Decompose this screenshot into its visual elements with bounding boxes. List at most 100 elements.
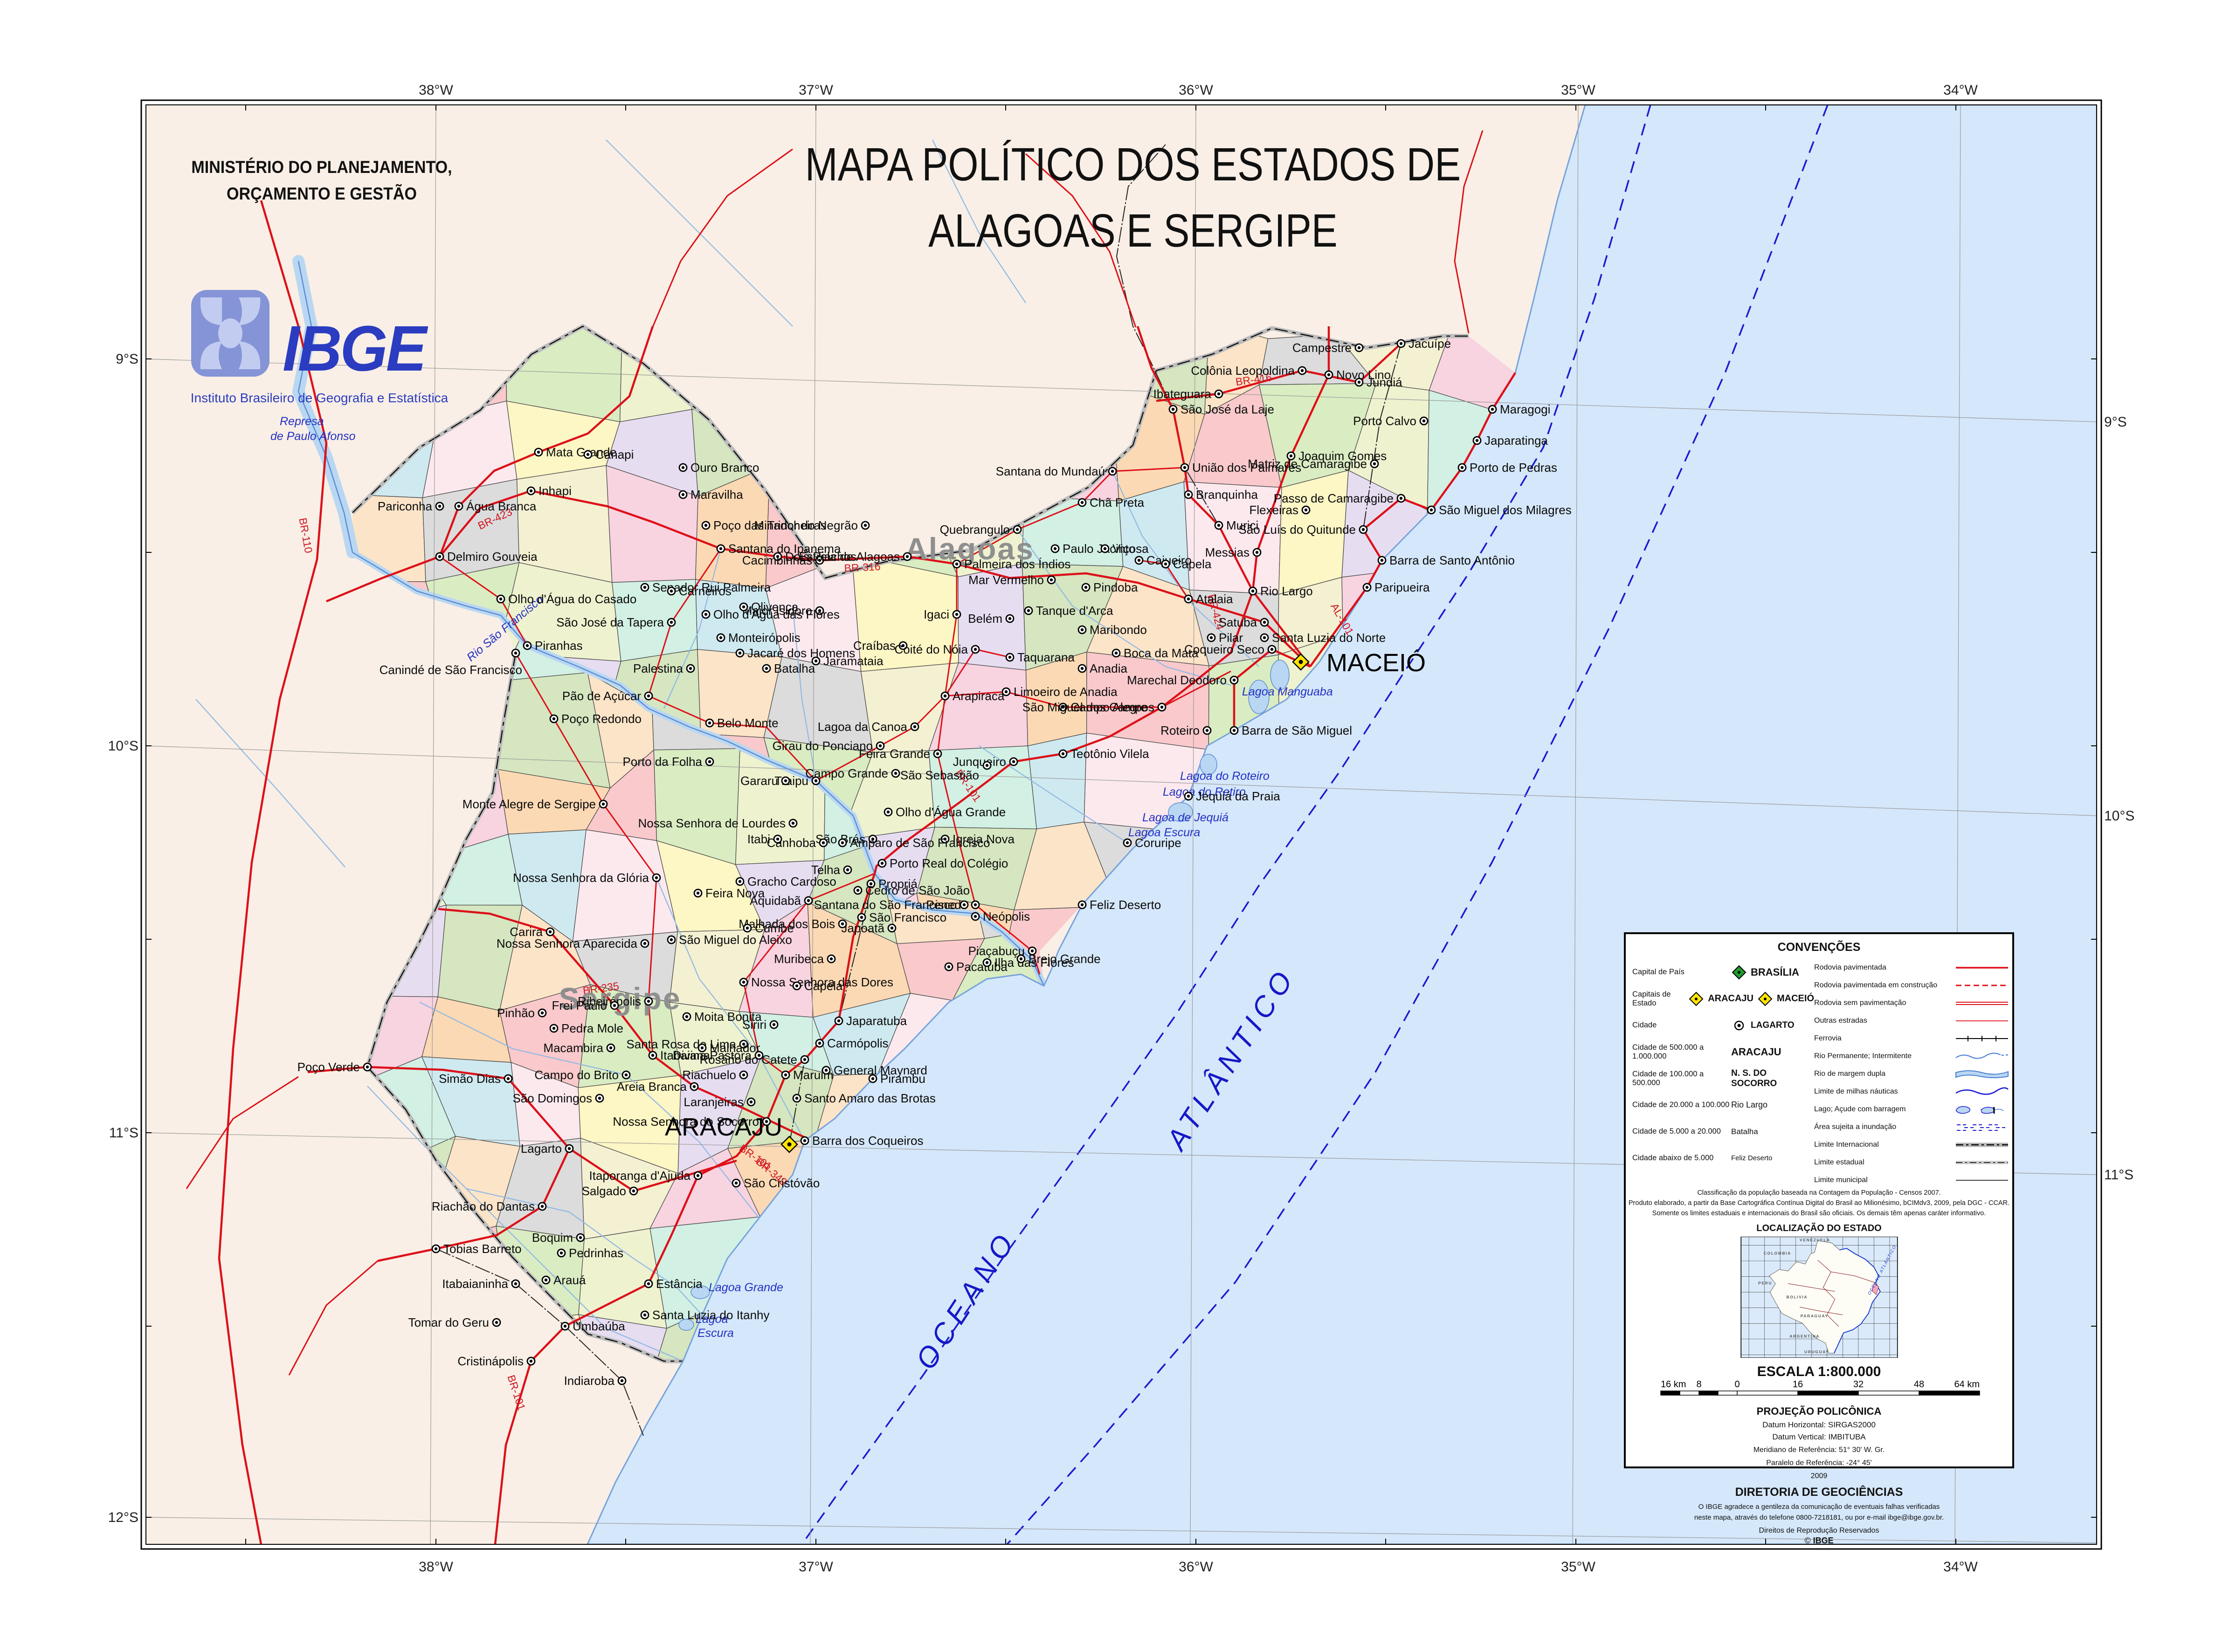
map-label: Cumbe	[755, 921, 794, 935]
svg-text:48: 48	[1913, 1381, 1924, 1390]
legend-city-row: Capital de País BRASÍLIA	[1632, 959, 1814, 985]
map-label: Cacimbinhas	[742, 553, 812, 567]
map-label: Alagoas	[905, 531, 1035, 566]
map-label: Carira	[510, 925, 543, 939]
svg-text:0: 0	[1734, 1381, 1740, 1390]
map-label: Inhapi	[539, 484, 572, 498]
map-label: Satuba	[1219, 615, 1257, 629]
map-label: Colônia Leopoldina	[1191, 364, 1295, 378]
map-label: Pinhão	[497, 1006, 535, 1020]
map-label: Poço das Trincheiras	[713, 518, 827, 532]
map-label: Traipu	[774, 774, 808, 788]
map-label: Santana do Ipanema	[728, 542, 841, 556]
map-label: Porto de Pedras	[1470, 461, 1557, 475]
map-label: Lagoa da Canoa	[818, 720, 908, 734]
map-label: Igaci	[924, 607, 949, 621]
map-title-line2: ALAGOAS E SERGIPE	[928, 205, 1338, 257]
localizacao-title: LOCALIZAÇÃO DO ESTADO	[1756, 1223, 1882, 1234]
map-label: Roteiro	[1160, 723, 1200, 737]
brazil-inset-map: VENEZUELA COLOMBIA PERU BOLIVIA PARAGUAY ARGE…	[1740, 1236, 1898, 1359]
legend-city-row: Capitais de Estado ARACAJU MACEIÓ	[1632, 985, 1814, 1012]
map-label: Chã Preta	[1090, 496, 1145, 509]
map-label: Belém	[968, 612, 1002, 626]
legend-city-example: Rio Largo	[1731, 1100, 1768, 1109]
map-label: Flexeiras	[1250, 503, 1298, 517]
legend-city-label: Cidade de 100.000 a 500.000	[1632, 1070, 1704, 1087]
contact-message-1: O IBGE agradece a gentileza da comunicaç…	[1698, 1503, 1940, 1511]
legend-note-2: Produto elaborado, a partir da Base Cart…	[1628, 1199, 2010, 1207]
map-label: Nossa Senhora da Glória	[513, 871, 649, 885]
map-label: Messias	[1205, 545, 1250, 559]
legend-line-label: Limite municipal	[1814, 1176, 1868, 1184]
map-label: MACEIÓ	[1326, 649, 1426, 677]
map-label: Feira Nova	[705, 886, 765, 900]
map-title-line1: MAPA POLÍTICO DOS ESTADOS DE	[805, 138, 1461, 191]
map-label: 34°W	[1943, 1559, 1978, 1575]
map-label: São Domingos	[512, 1091, 592, 1105]
legend-city-row: Cidade de 20.000 a 100.000 Rio Largo	[1632, 1092, 1814, 1118]
ibge-logo-icon	[191, 290, 269, 377]
legend-city-label: Capitais de Estado	[1632, 990, 1671, 1007]
map-label: Santa Luzia do Itanhy	[652, 1308, 770, 1322]
legend-line-label: Lago; Açude com barragem	[1814, 1105, 1906, 1113]
map-label: São Miguel dos Milagres	[1439, 503, 1572, 517]
datum-horizontal: Datum Horizontal: SIRGAS2000	[1762, 1420, 1876, 1430]
map-label: Igreja Nova	[953, 832, 1015, 846]
map-label: Arauá	[553, 1273, 586, 1287]
map-label: Santa Rosa de Lima	[626, 1037, 736, 1051]
map-label: 34°W	[1943, 83, 1978, 98]
legend-line-label: Rodovia sem pavimentação	[1814, 998, 1906, 1007]
map-label: Piranhas	[535, 639, 583, 653]
map-label: 35°W	[1561, 83, 1595, 98]
legend-box: CONVENÇÕES Capital de País BRASÍLIA Capita…	[1624, 932, 2014, 1545]
map-label: São José da Tapera	[556, 615, 664, 629]
map-label: São Miguel do Aleixo	[679, 933, 792, 947]
map-label: Barra de São Miguel	[1242, 723, 1352, 737]
svg-text:URUGUAY: URUGUAY	[1804, 1349, 1829, 1354]
legend-city-example: ARACAJU MACEIÓ	[1688, 991, 1814, 1007]
map-label: Japaratuba	[846, 1014, 907, 1028]
map-label: Viçosa	[1112, 542, 1149, 556]
map-label: Estrela de Alagoas	[799, 550, 900, 564]
projection-title: PROJEÇÃO POLICÔNICA	[1756, 1405, 1882, 1418]
map-label: Riachão do Dantas	[432, 1199, 535, 1213]
map-label: Monteirópolis	[728, 631, 801, 645]
ibge-wordmark: IBGE	[283, 312, 427, 385]
map-label: Tanque d'Arca	[1036, 604, 1113, 618]
map-label: Nossa Senhora Aparecida	[497, 936, 638, 950]
map-label: Amparo de São Francisco	[850, 836, 990, 850]
legend-line-label: Rio Permanente; Intermitente	[1814, 1052, 1912, 1060]
legend-line-row: Limite estadual	[1814, 1154, 2010, 1171]
map-year: 2009	[1810, 1472, 1828, 1480]
map-label: Lagoa Grande	[709, 1281, 783, 1294]
map-label: Cedro de São João	[865, 883, 970, 897]
map-label: São Luís do Quitunde	[1238, 523, 1356, 537]
map-label: Taquarana	[1017, 650, 1075, 664]
map-label: Pedra Mole	[561, 1021, 623, 1035]
reference-meridian: Meridiano de Referência: 51° 30' W. Gr.	[1753, 1446, 1885, 1454]
svg-text:PARAGUAY: PARAGUAY	[1800, 1314, 1828, 1318]
map-label: Olho d'Água Grande	[896, 805, 1006, 819]
map-label: Porto Real do Colégio	[890, 856, 1008, 870]
contact-messages: O IBGE agradece a gentileza da comunicaç…	[1626, 1502, 2012, 1523]
map-label: Lagarto	[521, 1142, 562, 1156]
map-label: Passo de Camaragibe	[1274, 491, 1394, 505]
legend-line-row: Rio Permanente; Intermitente	[1814, 1047, 2010, 1065]
map-label: Paripueira	[1374, 580, 1430, 594]
map-label: Belo Monte	[717, 716, 779, 730]
map-label: 10°S	[2104, 808, 2134, 824]
map-label: Telha	[811, 863, 841, 877]
map-label: 37°W	[799, 83, 833, 98]
map-label: Tobias Barreto	[443, 1242, 522, 1256]
svg-text:64 km: 64 km	[1954, 1381, 1979, 1390]
scale-bar: 16 km 8 0 16 32 48 64 km	[1660, 1379, 1980, 1396]
map-label: Laranjeiras	[683, 1095, 744, 1109]
map-label: Canindé de São Francisco	[380, 663, 522, 677]
map-label: Capela	[804, 979, 843, 993]
map-label: Santana do São Francisco	[814, 898, 957, 912]
legend-city-example: Feliz Deserto	[1731, 1154, 1773, 1162]
map-label: Santana do Mundaú	[996, 464, 1105, 478]
map-label: União dos Palmares	[1192, 461, 1301, 475]
svg-text:8: 8	[1696, 1381, 1701, 1390]
